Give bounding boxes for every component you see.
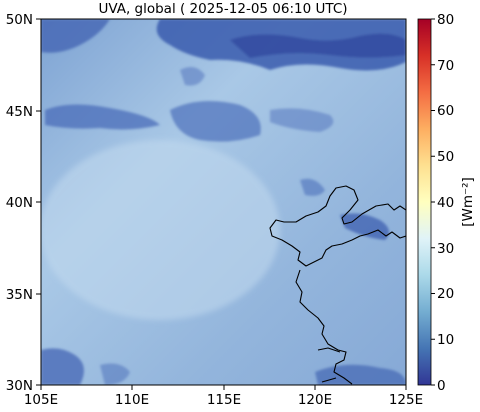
- colorbar-tick-label: 60: [437, 103, 454, 119]
- colorbar-scale: [417, 18, 432, 386]
- colorbar-tick-label: 30: [437, 241, 454, 257]
- x-tick-label: 125E: [389, 392, 423, 408]
- colorbar-tick-label: 40: [437, 195, 454, 211]
- y-tick-label: 40N: [6, 195, 33, 211]
- colorbar-tick-label: 50: [437, 149, 454, 165]
- colorbar-tick-label: 70: [437, 58, 454, 74]
- colorbar-label: [Wm⁻²]: [460, 177, 476, 227]
- colorbar-tick-label: 20: [437, 286, 454, 302]
- uva-field: [41, 19, 406, 385]
- colorbar-tick-label: 0: [437, 378, 446, 394]
- y-tick-label: 50N: [6, 12, 33, 28]
- x-tick-label: 105E: [24, 392, 58, 408]
- colorbar: 0 10 20 30 40 50 60 70 80 [Wm⁻²]: [417, 12, 476, 394]
- cloud-cluster-south: [41, 348, 406, 385]
- map-panel: 105E 110E 115E 120E 125E 30N 35N 40N 45N…: [6, 12, 423, 408]
- map-title: UVA, global ( 2025-12-05 06:10 UTC): [98, 1, 348, 17]
- cloud-band-north: [41, 19, 406, 71]
- y-tick-label: 35N: [6, 287, 33, 303]
- y-tick-label: 45N: [6, 104, 33, 120]
- x-tick-label: 120E: [298, 392, 332, 408]
- y-axis: 30N 35N 40N 45N 50N: [6, 12, 41, 394]
- colorbar-tick-label: 10: [437, 332, 454, 348]
- x-tick-label: 110E: [115, 392, 149, 408]
- y-tick-label: 30N: [6, 378, 33, 394]
- x-axis: 105E 110E 115E 120E 125E: [24, 385, 423, 408]
- colorbar-ticks: 0 10 20 30 40 50 60 70 80: [431, 12, 454, 394]
- cloud-band-mid: [45, 66, 334, 142]
- coastline: [269, 185, 406, 385]
- colorbar-tick-label: 80: [437, 12, 454, 28]
- x-tick-label: 115E: [207, 392, 241, 408]
